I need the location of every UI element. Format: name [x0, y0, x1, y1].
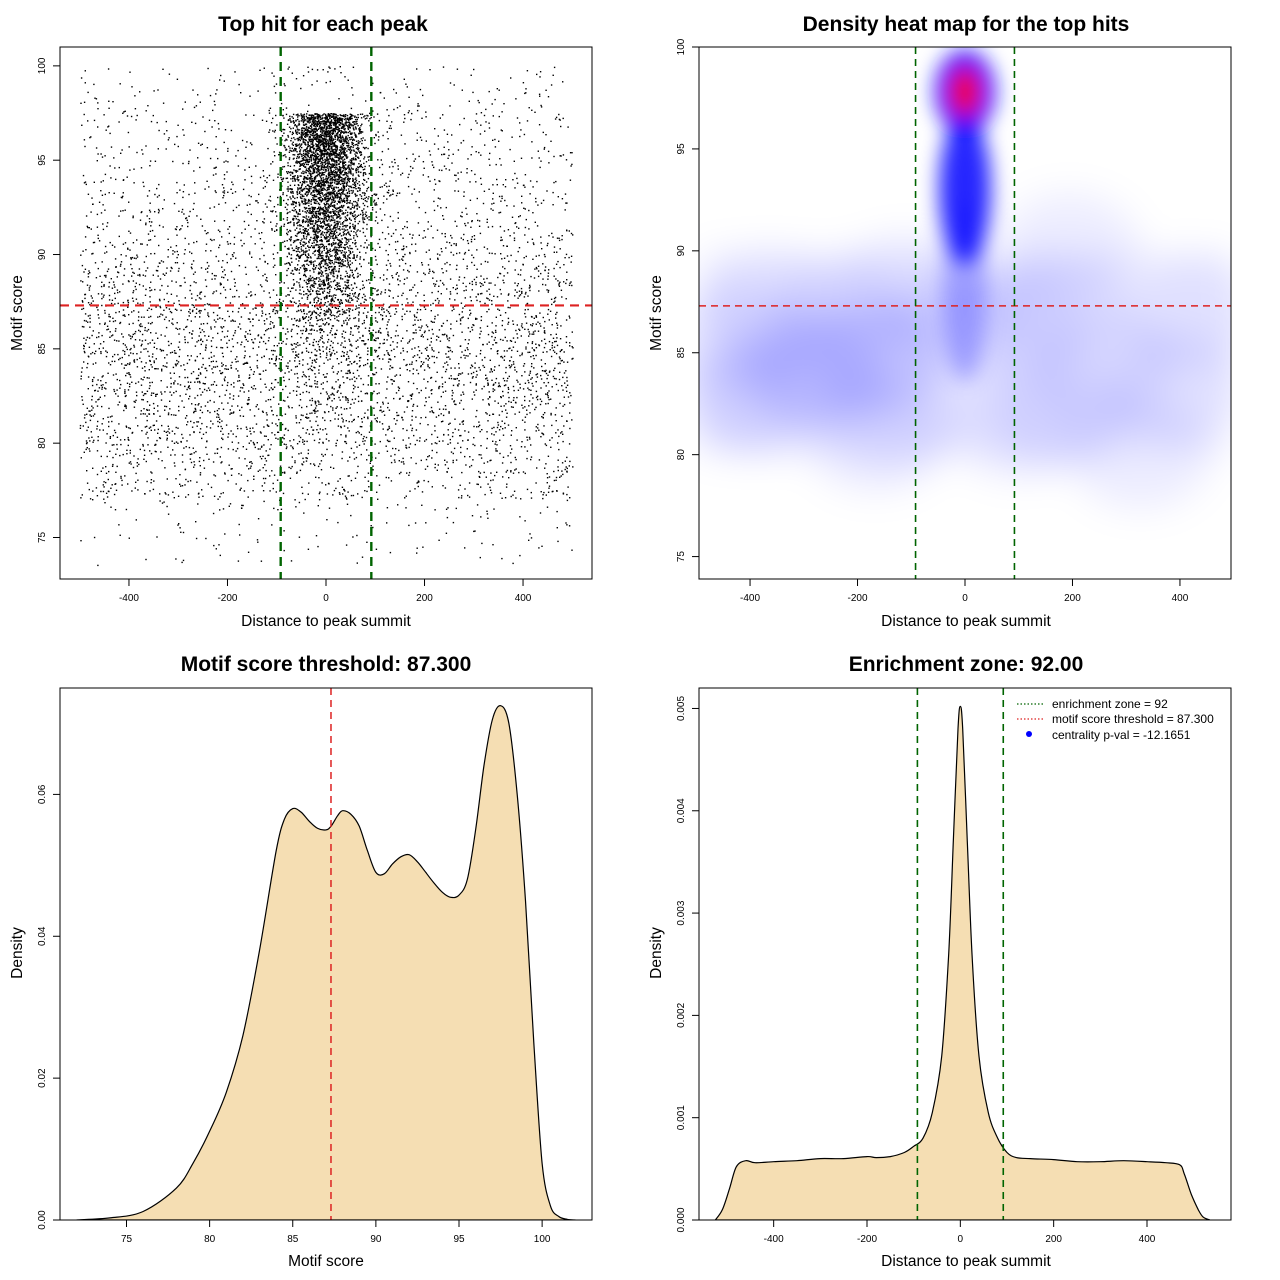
distance-density-legend: enrichment zone = 92 motif score thresho… — [1017, 697, 1214, 742]
distance-density-y-label: Density — [648, 927, 665, 979]
x-tick-label: 200 — [416, 593, 433, 604]
y-tick-label: 0.001 — [676, 1105, 687, 1130]
heatmap-area — [699, 47, 1231, 579]
x-tick-label: -200 — [848, 593, 868, 604]
heatmap-title: Density heat map for the top hits — [803, 13, 1130, 36]
y-tick-label: 0.06 — [37, 784, 48, 804]
y-tick-label: 90 — [37, 249, 48, 261]
panel-heatmap: Density heat map for the top hits -400 -2… — [648, 13, 1232, 630]
x-tick-label: 90 — [370, 1234, 382, 1245]
y-tick-label: 100 — [37, 57, 48, 74]
y-tick-label: 80 — [37, 437, 48, 449]
score-density-x-label: Motif score — [288, 1253, 364, 1270]
y-tick-label: 85 — [676, 347, 687, 359]
legend-dot-centrality — [1026, 731, 1032, 737]
score-density-y-axis: 0.00 0.02 0.04 0.06 — [37, 784, 61, 1230]
x-tick-label: -200 — [217, 593, 237, 604]
x-tick-label: 400 — [1172, 593, 1189, 604]
distance-density-zone-lines — [916, 688, 1005, 1220]
x-tick-label: 75 — [121, 1234, 133, 1245]
y-tick-label: 75 — [676, 551, 687, 563]
panel-scatter: Top hit for each peak -400 -200 0 200 400 75… — [9, 13, 593, 630]
legend-label-enrichment-zone: enrichment zone = 92 — [1052, 697, 1168, 711]
y-tick-label: 0.003 — [676, 900, 687, 925]
distance-density-x-axis: -400 -200 0 200 400 — [764, 1219, 1156, 1245]
y-tick-label: 0.04 — [37, 926, 48, 946]
scatter-y-axis: 75 80 85 90 95 100 — [37, 57, 61, 543]
x-tick-label: 200 — [1064, 593, 1081, 604]
distance-density-y-axis: 0.000 0.001 0.002 0.003 0.004 0.005 — [676, 696, 700, 1233]
y-tick-label: 95 — [37, 154, 48, 166]
x-tick-label: -400 — [740, 593, 760, 604]
panel-distance-density: Enrichment zone: 92.00 -400 -200 0 200 400 0… — [648, 653, 1232, 1270]
x-tick-label: 80 — [204, 1234, 216, 1245]
y-tick-label: 80 — [676, 449, 687, 461]
y-tick-label: 75 — [37, 531, 48, 543]
y-tick-label: 0.02 — [37, 1068, 48, 1088]
x-tick-label: 400 — [1139, 1234, 1156, 1245]
scatter-guides — [60, 47, 592, 579]
y-tick-label: 100 — [676, 38, 687, 55]
legend-label-motif-threshold: motif score threshold = 87.300 — [1052, 712, 1214, 726]
y-tick-label: 90 — [676, 245, 687, 257]
heatmap-y-axis: 75 80 85 90 95 100 — [676, 38, 700, 563]
y-tick-label: 0.005 — [676, 696, 687, 721]
y-tick-label: 0.002 — [676, 1002, 687, 1027]
heatmap-x-axis: -400 -200 0 200 400 — [740, 578, 1189, 604]
legend-label-centrality: centrality p-val = -12.1651 — [1052, 728, 1191, 742]
distance-density-curve — [714, 705, 1211, 1220]
distance-density-x-label: Distance to peak summit — [881, 1253, 1051, 1270]
heatmap-density — [699, 49, 1231, 510]
x-tick-label: 0 — [958, 1234, 964, 1245]
score-density-title: Motif score threshold: 87.300 — [181, 653, 472, 676]
y-tick-label: 0.004 — [676, 798, 687, 823]
scatter-x-label: Distance to peak summit — [241, 613, 411, 630]
scatter-points — [79, 66, 574, 567]
scatter-y-label: Motif score — [9, 275, 26, 351]
x-tick-label: -200 — [857, 1234, 877, 1245]
y-tick-label: 85 — [37, 343, 48, 355]
score-density-y-label: Density — [9, 927, 26, 979]
x-tick-label: 0 — [962, 593, 968, 604]
heatmap-x-label: Distance to peak summit — [881, 613, 1051, 630]
x-tick-label: 200 — [1045, 1234, 1062, 1245]
y-tick-label: 0.00 — [37, 1210, 48, 1230]
score-density-x-axis: 75 80 85 90 95 100 — [121, 1219, 551, 1245]
y-tick-label: 95 — [676, 143, 687, 155]
heatmap-guides — [699, 47, 1231, 579]
x-tick-label: 0 — [323, 593, 329, 604]
x-tick-label: 100 — [534, 1234, 551, 1245]
distance-density-title: Enrichment zone: 92.00 — [849, 653, 1084, 676]
scatter-x-axis: -400 -200 0 200 400 — [119, 578, 532, 604]
x-tick-label: 85 — [287, 1234, 299, 1245]
heatmap-y-label: Motif score — [648, 275, 665, 351]
x-tick-label: -400 — [119, 593, 139, 604]
scatter-title: Top hit for each peak — [218, 13, 428, 36]
panel-score-density: Motif score threshold: 87.300 75 80 85 90 95… — [9, 653, 593, 1270]
x-tick-label: 95 — [453, 1234, 465, 1245]
score-density-curve — [76, 705, 576, 1220]
x-tick-label: -400 — [764, 1234, 784, 1245]
x-tick-label: 400 — [515, 593, 532, 604]
y-tick-label: 0.000 — [676, 1207, 687, 1232]
